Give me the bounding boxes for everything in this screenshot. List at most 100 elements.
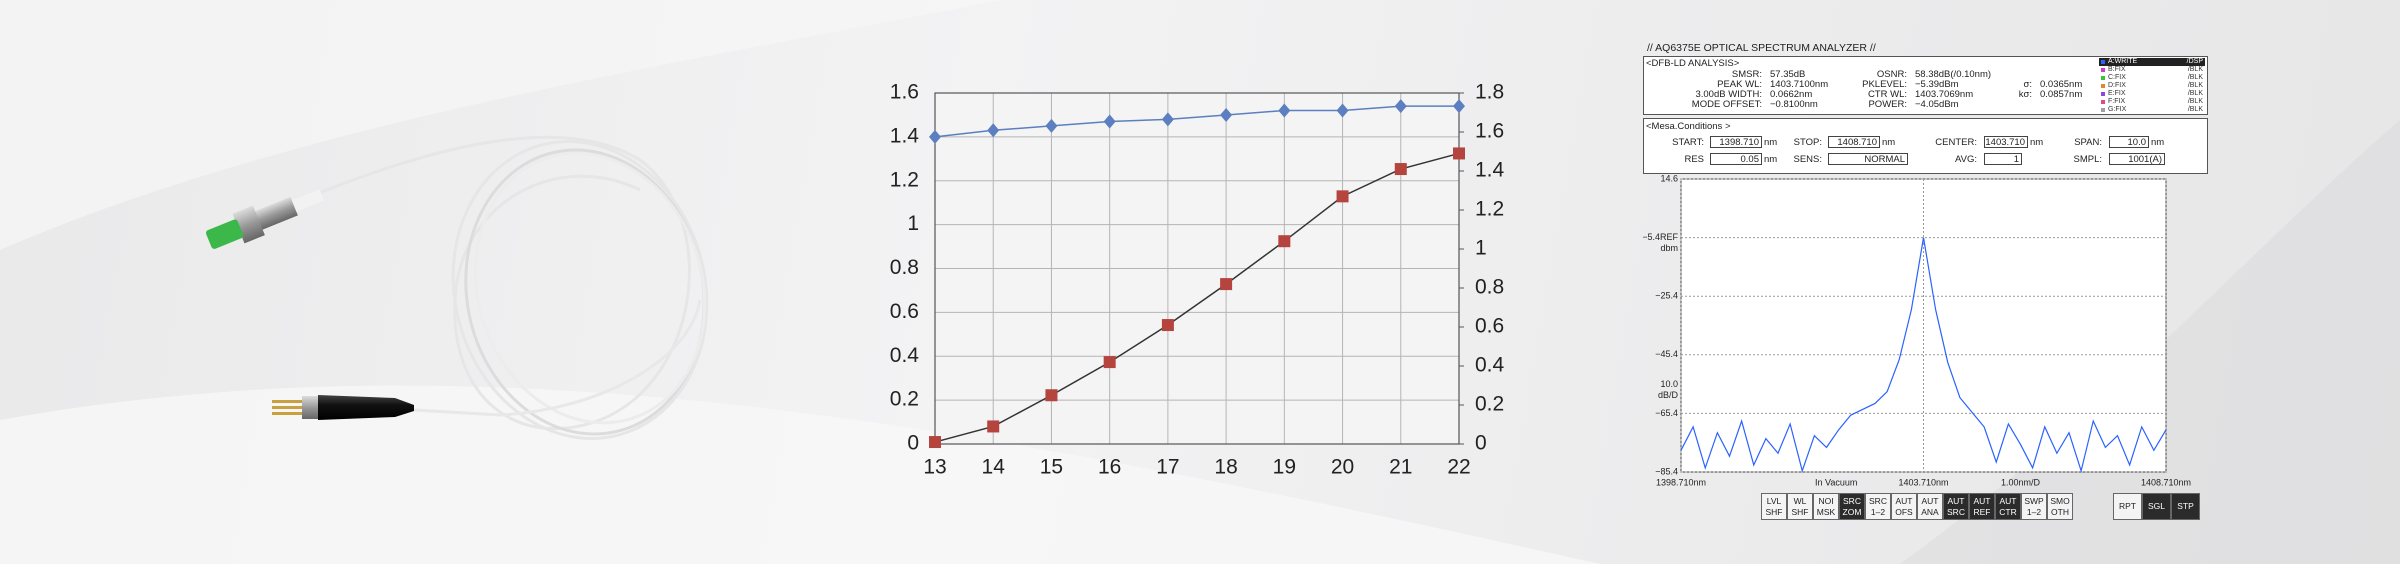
marker <box>1045 389 1058 402</box>
run-key: STP <box>2171 493 2200 520</box>
x-tick-label: 1398.710nm <box>1656 477 1706 487</box>
analysis-label: POWER: <box>1868 99 1907 110</box>
analysis-value: 0.0857nm <box>2040 89 2083 100</box>
marker <box>1336 190 1349 203</box>
x-tick-label: 22 <box>1447 456 1470 479</box>
osa-title: // AQ6375E OPTICAL SPECTRUM ANALYZER // <box>1647 42 1876 54</box>
trace-state: /BLK <box>2187 74 2203 81</box>
y-tick-label: 1.4 <box>890 124 920 147</box>
trace-name: G:FIX <box>2108 106 2127 113</box>
y-tick-label: −65.4 <box>1655 408 1678 418</box>
marker <box>1453 147 1465 160</box>
marker <box>1220 278 1233 291</box>
x-tick-label: 1408.710nm <box>2141 477 2191 487</box>
trace-state: /BLK <box>2187 90 2203 97</box>
x-tick-label: 15 <box>1040 456 1063 479</box>
soft-key-label: AUT <box>1921 496 1939 506</box>
y2-tick-label: 1.4 <box>1475 159 1505 182</box>
swoosh <box>1900 120 2400 564</box>
pin <box>272 412 304 415</box>
trace-swatch <box>2101 76 2105 80</box>
y-tick-label: −45.4 <box>1655 349 1678 359</box>
condition-value: 1408.710 <box>1828 136 1880 148</box>
conditions-title: <Mesa.Conditions > <box>1646 121 1731 132</box>
pin-boot <box>318 395 414 420</box>
pin <box>272 400 304 403</box>
analysis-value: 0.0365nm <box>2040 79 2083 90</box>
soft-key-label: WL <box>1793 496 1807 506</box>
soft-key: AUT CTR <box>1995 493 2021 520</box>
x-tick-label: 17 <box>1156 456 1179 479</box>
soft-key-label: MSK <box>1816 507 1836 517</box>
soft-key-label: AUT <box>1895 496 1913 506</box>
fc-connector <box>205 189 325 249</box>
series-line <box>934 152 1460 443</box>
analysis-value: −5.39dBm <box>1915 79 1959 90</box>
analysis-title: <DFB-LD ANALYSIS> <box>1646 58 1740 69</box>
y-tick-label: 1.6 <box>890 81 919 104</box>
analysis-label: OSNR: <box>1876 69 1907 80</box>
trace-name: D:FIX <box>2108 82 2126 89</box>
x-note: In Vacuum <box>1815 477 1857 487</box>
connector-body <box>253 196 298 231</box>
y-tick-label: −25.4 <box>1655 291 1678 301</box>
marker <box>987 420 1000 433</box>
x-tick-label: 16 <box>1098 456 1121 479</box>
y2-tick-label: 0 <box>1475 432 1487 455</box>
analysis-panel: <DFB-LD ANALYSIS> SMSR: 57.35dB OSNR: 58.38… <box>1643 56 2208 115</box>
soft-key-label: SHF <box>1765 507 1783 517</box>
fiber-pigtail <box>289 135 709 440</box>
connector-boot <box>205 219 244 249</box>
soft-key: SWP 1–2 <box>2021 493 2047 520</box>
condition-unit: nm <box>1882 137 1896 148</box>
soft-key-label: SMO <box>2050 496 2070 506</box>
pin <box>272 406 304 409</box>
soft-key-label: SHF <box>1791 507 1809 517</box>
condition-label: SPAN: <box>2074 137 2102 148</box>
x-tick-label: 19 <box>1273 456 1296 479</box>
y-unit: dbm <box>1660 243 1678 253</box>
trace-state: /BLK <box>2187 66 2203 73</box>
condition-value: 1 <box>1984 153 2022 165</box>
soft-key: SRC 1–2 <box>1865 493 1891 520</box>
spectrum-chart: 14.6 −5.4REF −25.4 −45.4 −65.4 −85.4 dbm 10.0dB… <box>1643 173 2191 487</box>
y-tick-label: 0.2 <box>890 388 919 411</box>
y2-tick-label: 0.2 <box>1475 393 1504 416</box>
soft-key: AUT OFS <box>1891 493 1917 520</box>
fiber-coil <box>473 151 707 425</box>
analysis-label: PKLEVEL: <box>1862 79 1907 90</box>
analysis-value: 57.35dB <box>1770 69 1806 80</box>
trace-row: E:FIX/BLK <box>2099 90 2205 98</box>
marker <box>1453 99 1465 114</box>
osa-screen: // AQ6375E OPTICAL SPECTRUM ANALYZER // … <box>1643 40 2208 525</box>
soft-key-label: SRC <box>1947 507 1965 517</box>
trace-state: /BLK <box>2187 106 2203 113</box>
marker <box>929 129 941 144</box>
y2-tick-label: 0.8 <box>1475 276 1504 299</box>
condition-value: 1001(A) <box>2109 153 2165 165</box>
soft-key: NOI MSK <box>1813 493 1839 520</box>
analysis-label: σ: <box>2023 79 2032 90</box>
trace-row: A:WRITE/DSP <box>2099 58 2205 66</box>
y-tick-label: −5.4REF <box>1643 232 1678 242</box>
x-tick-label: 21 <box>1389 456 1412 479</box>
trace-state: /BLK <box>2187 82 2203 89</box>
analysis-label: CTR WL: <box>1867 89 1907 100</box>
soft-key: AUT ANA <box>1917 493 1943 520</box>
soft-key-label: LVL <box>1766 496 1782 506</box>
soft-key: AUT SRC <box>1943 493 1969 520</box>
pin-connector <box>272 395 414 420</box>
condition-value: 0.05 <box>1710 153 1762 165</box>
trace-swatch <box>2101 92 2105 96</box>
marker <box>1394 163 1407 176</box>
y-tick-label: 0.4 <box>890 344 920 367</box>
trace-name: C:FIX <box>2108 74 2126 81</box>
condition-label: CENTER: <box>1935 137 1977 148</box>
fiber-coil <box>451 140 709 440</box>
fiber <box>413 299 702 417</box>
y2-tick-label: 1.6 <box>1475 120 1504 143</box>
condition-value: 10.0 <box>2109 136 2149 148</box>
x-tick-label: 13 <box>923 456 946 479</box>
